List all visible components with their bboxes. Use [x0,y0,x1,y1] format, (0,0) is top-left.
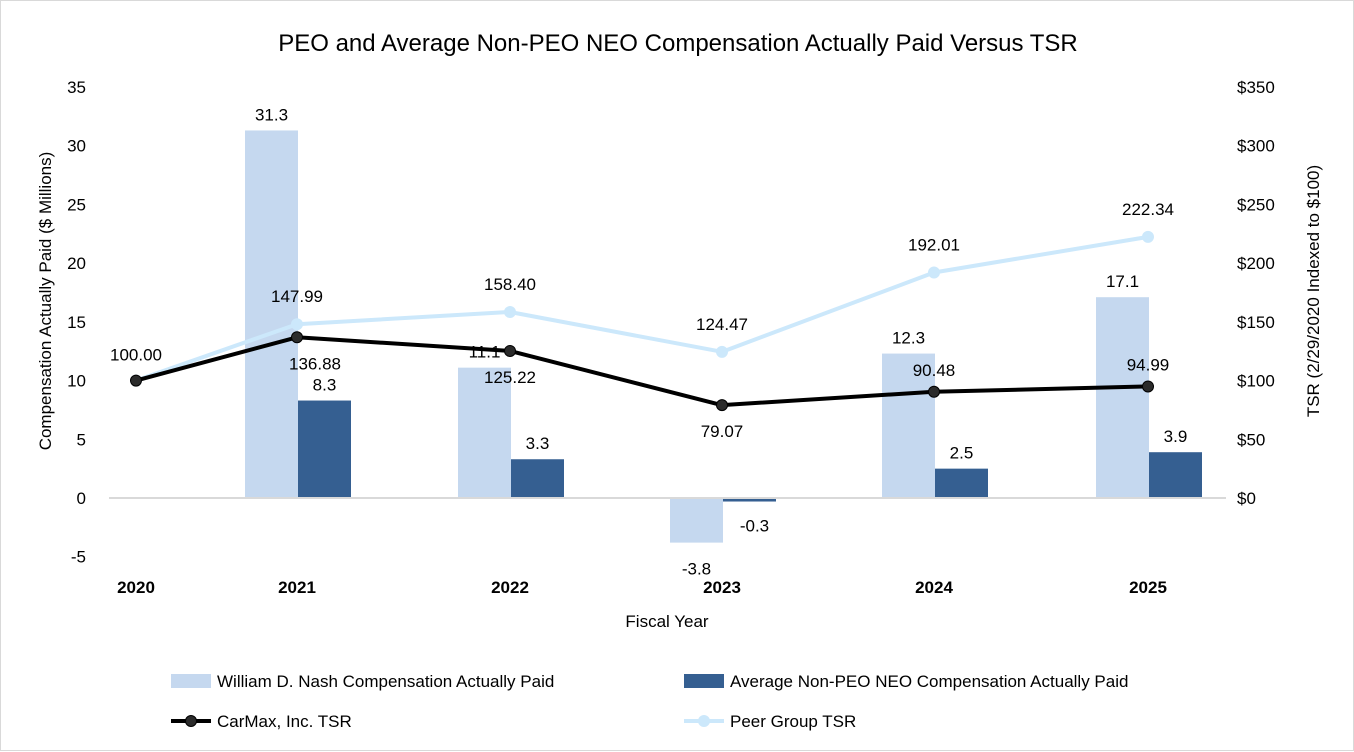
peer-tsr-data-label: 124.47 [696,315,748,334]
x-tick-label: 2020 [117,578,155,597]
legend-nash-label: William D. Nash Compensation Actually Pa… [217,672,554,691]
y2-tick-label: $300 [1237,137,1275,156]
y-tick-label: 20 [67,254,86,273]
bar-non-peo-2023 [723,498,776,502]
legend-peer-tsr-label: Peer Group TSR [730,712,856,731]
carmax-tsr-point-2025 [1142,380,1154,393]
x-tick-label: 2022 [491,578,529,597]
carmax-tsr-data-label: 79.07 [701,422,744,441]
carmax-tsr-data-label: 90.48 [913,361,956,380]
y-tick-label: 0 [77,489,86,508]
x-tick-label: 2023 [703,578,741,597]
bar-data-label: -3.8 [682,560,711,579]
bar-data-label: 2.5 [950,444,974,463]
bar-data-label: 3.3 [526,434,550,453]
peer-tsr-point-2022 [504,305,516,318]
bar-nash-2024 [882,353,935,498]
peer-tsr-point-2024 [928,266,940,279]
x-axis-label: Fiscal Year [625,612,708,631]
y-tick-label: 35 [67,78,86,97]
carmax-tsr-data-label: 94.99 [1127,355,1170,374]
legend-nash-swatch [171,674,211,688]
peer-tsr-data-label: 192.01 [908,236,960,255]
carmax-tsr-point-2023 [716,399,728,412]
y-tick-label: 25 [67,195,86,214]
peer-tsr-data-label: 222.34 [1122,200,1174,219]
bar-data-label: 17.1 [1106,272,1139,291]
bar-non-peo-2022 [511,459,564,498]
y2-tick-label: $350 [1237,78,1275,97]
legend-carmax-tsr-marker [185,715,197,727]
legend-non-peo-label: Average Non-PEO NEO Compensation Actuall… [730,672,1128,691]
carmax-tsr-point-2021 [291,331,303,344]
y2-tick-label: $200 [1237,254,1275,273]
bar-nash-2021 [245,130,298,498]
bar-nash-2023 [670,498,723,543]
carmax-tsr-line [135,335,1149,408]
bar-data-label: 3.9 [1164,427,1188,446]
bar-nash-2022 [458,367,511,498]
bar-data-label: -0.3 [740,517,769,536]
y2-tick-label: $250 [1237,195,1275,214]
bar-non-peo-2021 [298,400,351,498]
carmax-tsr-data-label: 125.22 [484,368,536,387]
carmax-tsr-data-label: 136.88 [289,354,341,373]
peer-tsr-point-2023 [716,345,728,358]
bar-data-label: 11.1 [469,343,501,362]
y-axis-label: Compensation Actually Paid ($ Millions) [36,152,55,451]
bar-data-label: 31.3 [255,105,288,124]
bar-data-label: 12.3 [892,329,925,348]
x-tick-label: 2021 [278,578,316,597]
peer-tsr-data-label: 147.99 [271,287,323,306]
bar-non-peo-2024 [935,468,988,498]
peer-tsr-data-label: 158.40 [484,275,536,294]
bar-non-peo-2025 [1149,452,1202,498]
y2-tick-label: $50 [1237,430,1265,449]
y-tick-label: 5 [77,430,86,449]
carmax-tsr-point-2022 [504,344,516,357]
y-tick-label: -5 [71,548,86,567]
y-tick-label: 30 [67,137,86,156]
y-tick-label: 10 [67,372,86,391]
carmax-tsr-point-2020 [130,374,142,387]
y2-tick-label: $100 [1237,372,1275,391]
x-tick-label: 2024 [915,578,953,597]
y2-tick-label: $0 [1237,489,1256,508]
y2-axis-label: TSR (2/29/2020 Indexed to $100) [1304,165,1323,417]
chart-title: PEO and Average Non-PEO NEO Compensation… [278,30,1078,57]
legend-carmax-tsr-label: CarMax, Inc. TSR [217,712,352,731]
carmax-tsr-point-2024 [928,385,940,398]
peer-tsr-point-2021 [291,318,303,331]
peer-tsr-point-2025 [1142,230,1154,243]
legend-peer-tsr-marker [698,715,710,727]
peer-tsr-data-label: 100.00 [110,346,162,365]
legend-non-peo-swatch [684,674,724,688]
y-tick-label: 15 [67,313,86,332]
y2-tick-label: $150 [1237,313,1275,332]
bar-data-label: 8.3 [313,376,337,395]
bar-nash-2025 [1096,297,1149,498]
x-tick-label: 2025 [1129,578,1167,597]
peer-tsr-line [135,234,1149,383]
